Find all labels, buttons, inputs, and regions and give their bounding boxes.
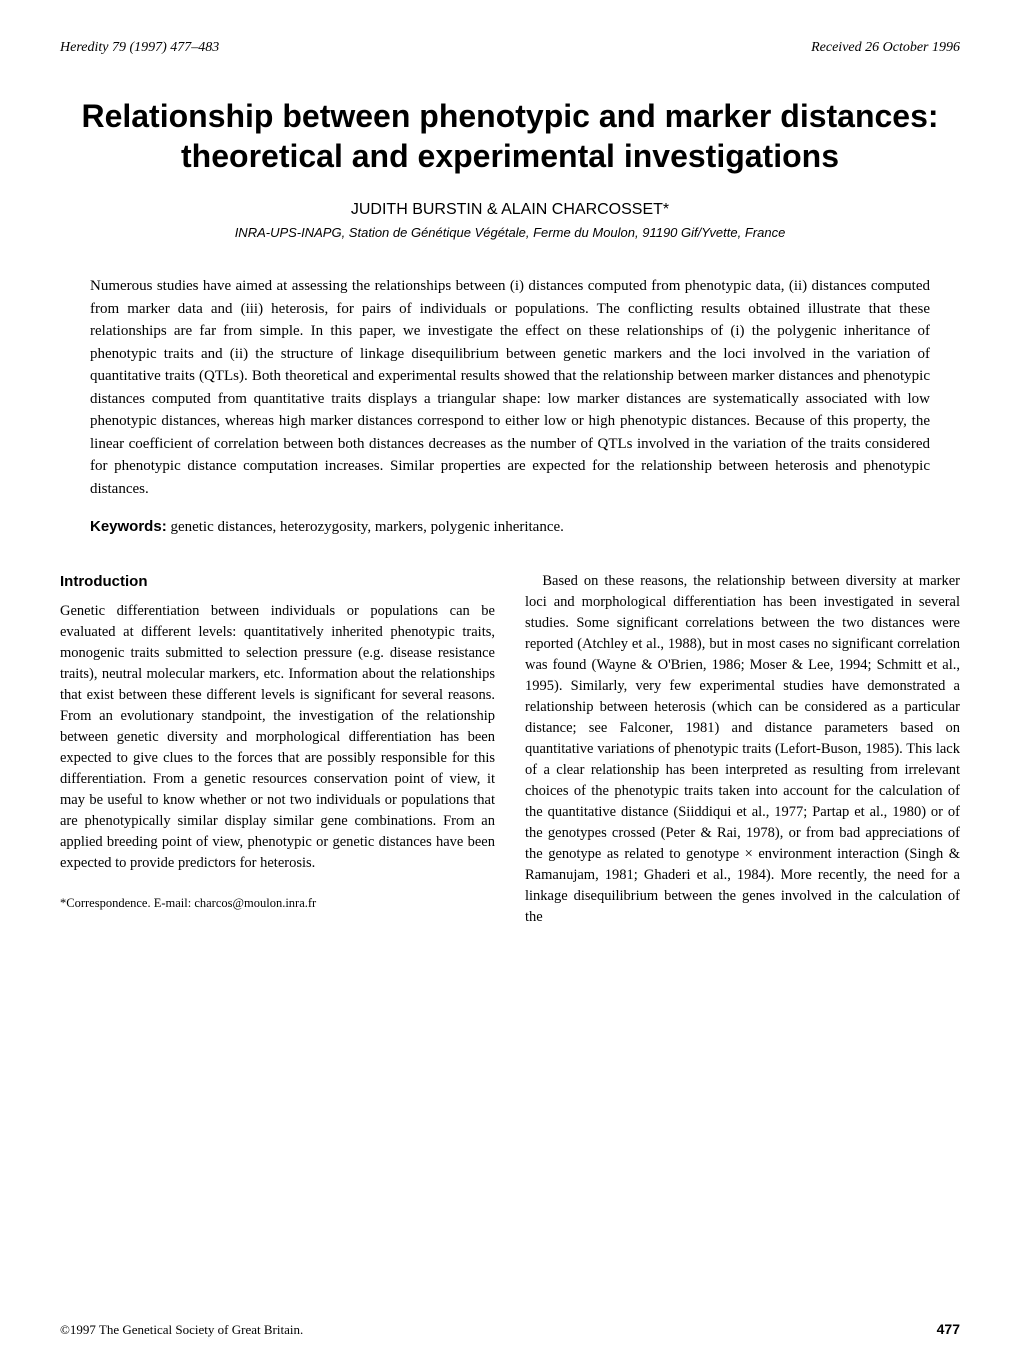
page-footer: ©1997 The Genetical Society of Great Bri… (60, 1321, 960, 1338)
affiliation: INRA-UPS-INAPG, Station de Génétique Vég… (60, 225, 960, 240)
copyright: ©1997 The Genetical Society of Great Bri… (60, 1322, 303, 1338)
volume-issue: 79 (1997) 477–483 (112, 40, 219, 55)
right-column: Based on these reasons, the relationship… (525, 571, 960, 928)
keywords-label: Keywords: (90, 518, 167, 535)
received-date: Received 26 October 1996 (811, 40, 960, 56)
journal-ref: Heredity 79 (1997) 477–483 (60, 40, 219, 56)
correspondence-footnote: *Correspondence. E-mail: charcos@moulon.… (60, 894, 495, 912)
left-column: Introduction Genetic differentiation bet… (60, 571, 495, 928)
journal-name: Heredity (60, 40, 108, 55)
authors: JUDITH BURSTIN & ALAIN CHARCOSSET* (60, 201, 960, 219)
body-columns: Introduction Genetic differentiation bet… (60, 571, 960, 928)
keywords-text: genetic distances, heterozygosity, marke… (167, 519, 564, 535)
page-header: Heredity 79 (1997) 477–483 Received 26 O… (60, 40, 960, 56)
article-title: Relationship between phenotypic and mark… (60, 96, 960, 176)
introduction-heading: Introduction (60, 571, 495, 593)
page-number: 477 (937, 1321, 960, 1337)
intro-right-paragraph: Based on these reasons, the relationship… (525, 571, 960, 928)
intro-left-paragraph: Genetic differentiation between individu… (60, 601, 495, 874)
keywords-line: Keywords: genetic distances, heterozygos… (90, 518, 930, 536)
abstract: Numerous studies have aimed at assessing… (90, 275, 930, 500)
